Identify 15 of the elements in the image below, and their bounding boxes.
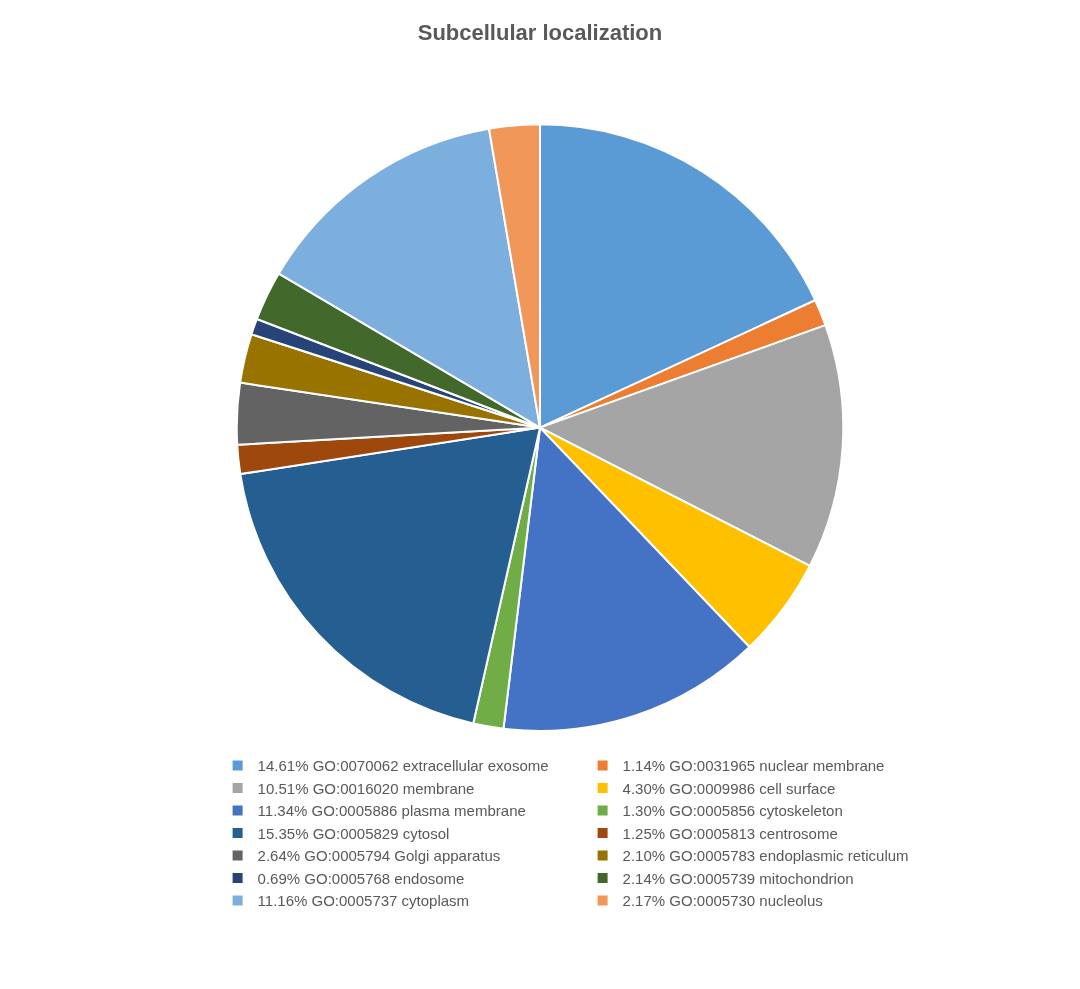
legend-label: 2.10% GO:0005783 endoplasmic reticulum <box>622 847 909 865</box>
legend-label: 0.69% GO:0005768 endosome <box>257 869 465 887</box>
legend-label: 1.14% GO:0031965 nuclear membrane <box>622 757 885 775</box>
legend-label: 2.17% GO:0005730 nucleolus <box>622 892 823 910</box>
legend-label: 1.30% GO:0005856 cytoskeleton <box>622 802 843 820</box>
legend-label: 10.51% GO:0016020 membrane <box>257 779 475 797</box>
legend-label: 15.35% GO:0005829 cytosol <box>257 824 450 842</box>
legend-label: 1.25% GO:0005813 centrosome <box>622 824 838 842</box>
legend-label: 4.30% GO:0009986 cell surface <box>622 779 836 797</box>
legend-label: 2.14% GO:0005739 mitochondrion <box>622 869 854 887</box>
chart-title: Subcellular localization <box>417 20 663 46</box>
legend-label: 2.64% GO:0005794 Golgi apparatus <box>257 847 501 865</box>
legend-label: 11.34% GO:0005886 plasma membrane <box>257 802 526 820</box>
legend-label: 14.61% GO:0070062 extracellular exosome <box>257 757 549 775</box>
legend-label: 11.16% GO:0005737 cytoplasm <box>257 892 470 910</box>
